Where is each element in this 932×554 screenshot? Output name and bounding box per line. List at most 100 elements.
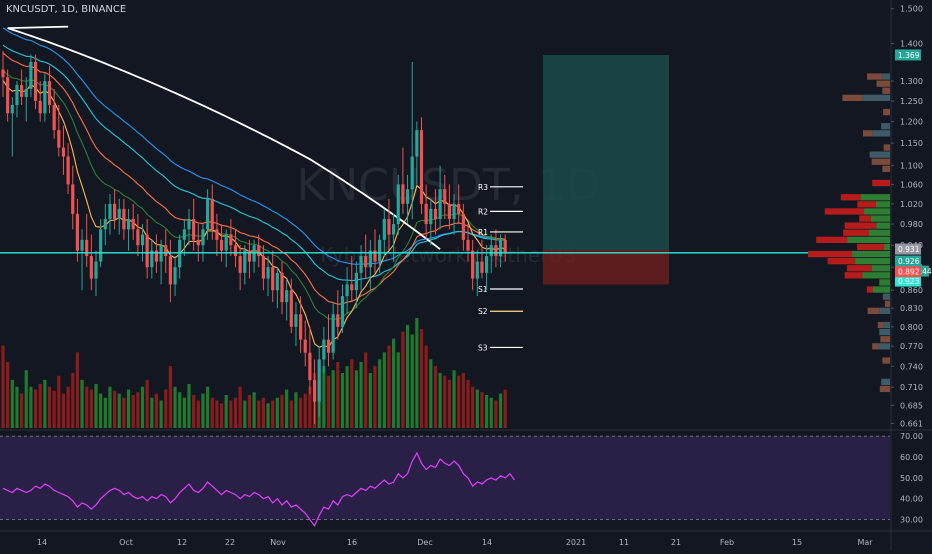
pivot-label-s1: S1 <box>478 285 488 294</box>
candle-body <box>99 229 103 262</box>
volume-bar <box>457 375 461 428</box>
profile-bar-down <box>842 94 863 101</box>
profile-bar-down <box>871 158 890 165</box>
candle-body <box>224 234 228 251</box>
pivot-label-r1: R1 <box>478 228 488 237</box>
target-zone <box>543 54 669 251</box>
profile-bar-down <box>880 336 890 343</box>
candle-body <box>75 213 79 251</box>
time-tick-label: 21 <box>671 538 681 547</box>
header-separator-2: , <box>74 4 82 15</box>
candle-body <box>113 203 117 219</box>
profile-bar-down <box>876 80 890 87</box>
candle-body <box>392 224 396 235</box>
time-tick-label: Mar <box>857 538 873 547</box>
candle-body <box>461 213 465 240</box>
candle-body <box>206 198 210 230</box>
candle-body <box>24 88 28 97</box>
candle-body <box>266 267 270 279</box>
volume-bar <box>43 379 47 428</box>
volume-bar <box>410 334 414 428</box>
candle-body <box>480 261 484 273</box>
rsi-line <box>2 451 515 527</box>
candle-body <box>401 184 405 204</box>
volume-bar <box>75 352 79 428</box>
volume-bar <box>438 373 442 428</box>
candle-body <box>154 250 159 262</box>
candle-body <box>410 156 414 190</box>
ema-cyan-line <box>2 44 506 282</box>
candle-body <box>382 218 386 240</box>
profile-bar-down <box>883 144 890 151</box>
volume-bar <box>150 397 154 428</box>
price-tick-label: 1.400 <box>900 40 923 49</box>
volume-bar <box>368 373 372 428</box>
candle-body <box>1 69 5 78</box>
volume-bar <box>480 392 484 428</box>
price-tick-label: 1.150 <box>900 139 923 148</box>
profile-bar-down <box>824 208 865 215</box>
volume-bar <box>275 397 279 428</box>
profile-bar-down <box>879 385 890 393</box>
profile-bar-down <box>840 194 861 201</box>
volume-bar <box>280 395 284 428</box>
volume-bar <box>345 366 349 428</box>
time-tick-label: 14 <box>37 538 47 547</box>
profile-bar-down <box>884 300 890 307</box>
candle-body <box>178 239 182 268</box>
candle-body <box>229 234 233 246</box>
candles-layer <box>0 50 890 425</box>
stop-zone <box>543 250 669 285</box>
profile-bar-up <box>847 236 890 243</box>
volume-bar <box>117 393 121 428</box>
candle-body <box>350 284 354 291</box>
price-tick-label: 1.500 <box>900 5 923 14</box>
profile-bar-down <box>857 201 876 208</box>
profile-bar-up <box>871 265 890 272</box>
moving-averages-layer <box>2 25 506 348</box>
volume-bar <box>489 397 493 428</box>
volume-bar <box>47 386 52 428</box>
profile-bar-up <box>860 194 890 201</box>
profile-bar-up <box>878 343 890 350</box>
volume-bar <box>33 389 38 428</box>
candle-body <box>150 250 154 268</box>
candle-body <box>89 256 93 279</box>
volume-bar <box>66 386 70 428</box>
profile-bar-up <box>852 250 890 258</box>
volume-bar <box>168 366 172 428</box>
volume-bar <box>266 403 270 428</box>
candle-body <box>415 130 419 157</box>
candle-body <box>326 339 331 353</box>
price-tick-label: 0.710 <box>900 383 923 392</box>
profile-bar-down <box>872 179 890 187</box>
volume-bar <box>382 352 386 428</box>
position-box-layer <box>543 54 669 285</box>
rsi-tick-label: 30.00 <box>900 516 923 525</box>
volume-bar <box>336 362 340 428</box>
candle-body <box>312 380 317 402</box>
symbol-header[interactable]: KNCUSDT, 1D, BINANCE <box>6 4 126 15</box>
candle-body <box>452 203 456 219</box>
volume-bar <box>289 400 293 428</box>
volume-bar <box>271 400 275 428</box>
profile-bar-down <box>844 272 863 279</box>
profile-bar-up <box>872 130 890 137</box>
volume-bar <box>364 352 368 428</box>
profile-bar-down <box>883 108 890 116</box>
volume-bar <box>196 400 200 428</box>
candle-body <box>140 234 145 246</box>
price-label-text: 0.926 <box>898 257 920 266</box>
price-tick-label: 1.200 <box>900 118 923 127</box>
candle-body <box>503 239 507 253</box>
profile-bar-down <box>843 229 869 236</box>
volume-bar <box>140 386 145 428</box>
volume-bar <box>6 362 10 428</box>
candle-body <box>378 239 382 262</box>
price-axis[interactable]: 1.500 1.400 1.300 1.250 1.200 1.150 1.100 1.060… <box>891 5 932 525</box>
pivot-levels-layer: R3 R2 R1 S1 S2 S3 <box>478 183 523 352</box>
time-axis[interactable]: 14 Oct 12 22 Nov 16 Dec 14 2021 11 21 Feb 15 Mar <box>37 538 873 547</box>
volume-bar <box>387 345 391 428</box>
